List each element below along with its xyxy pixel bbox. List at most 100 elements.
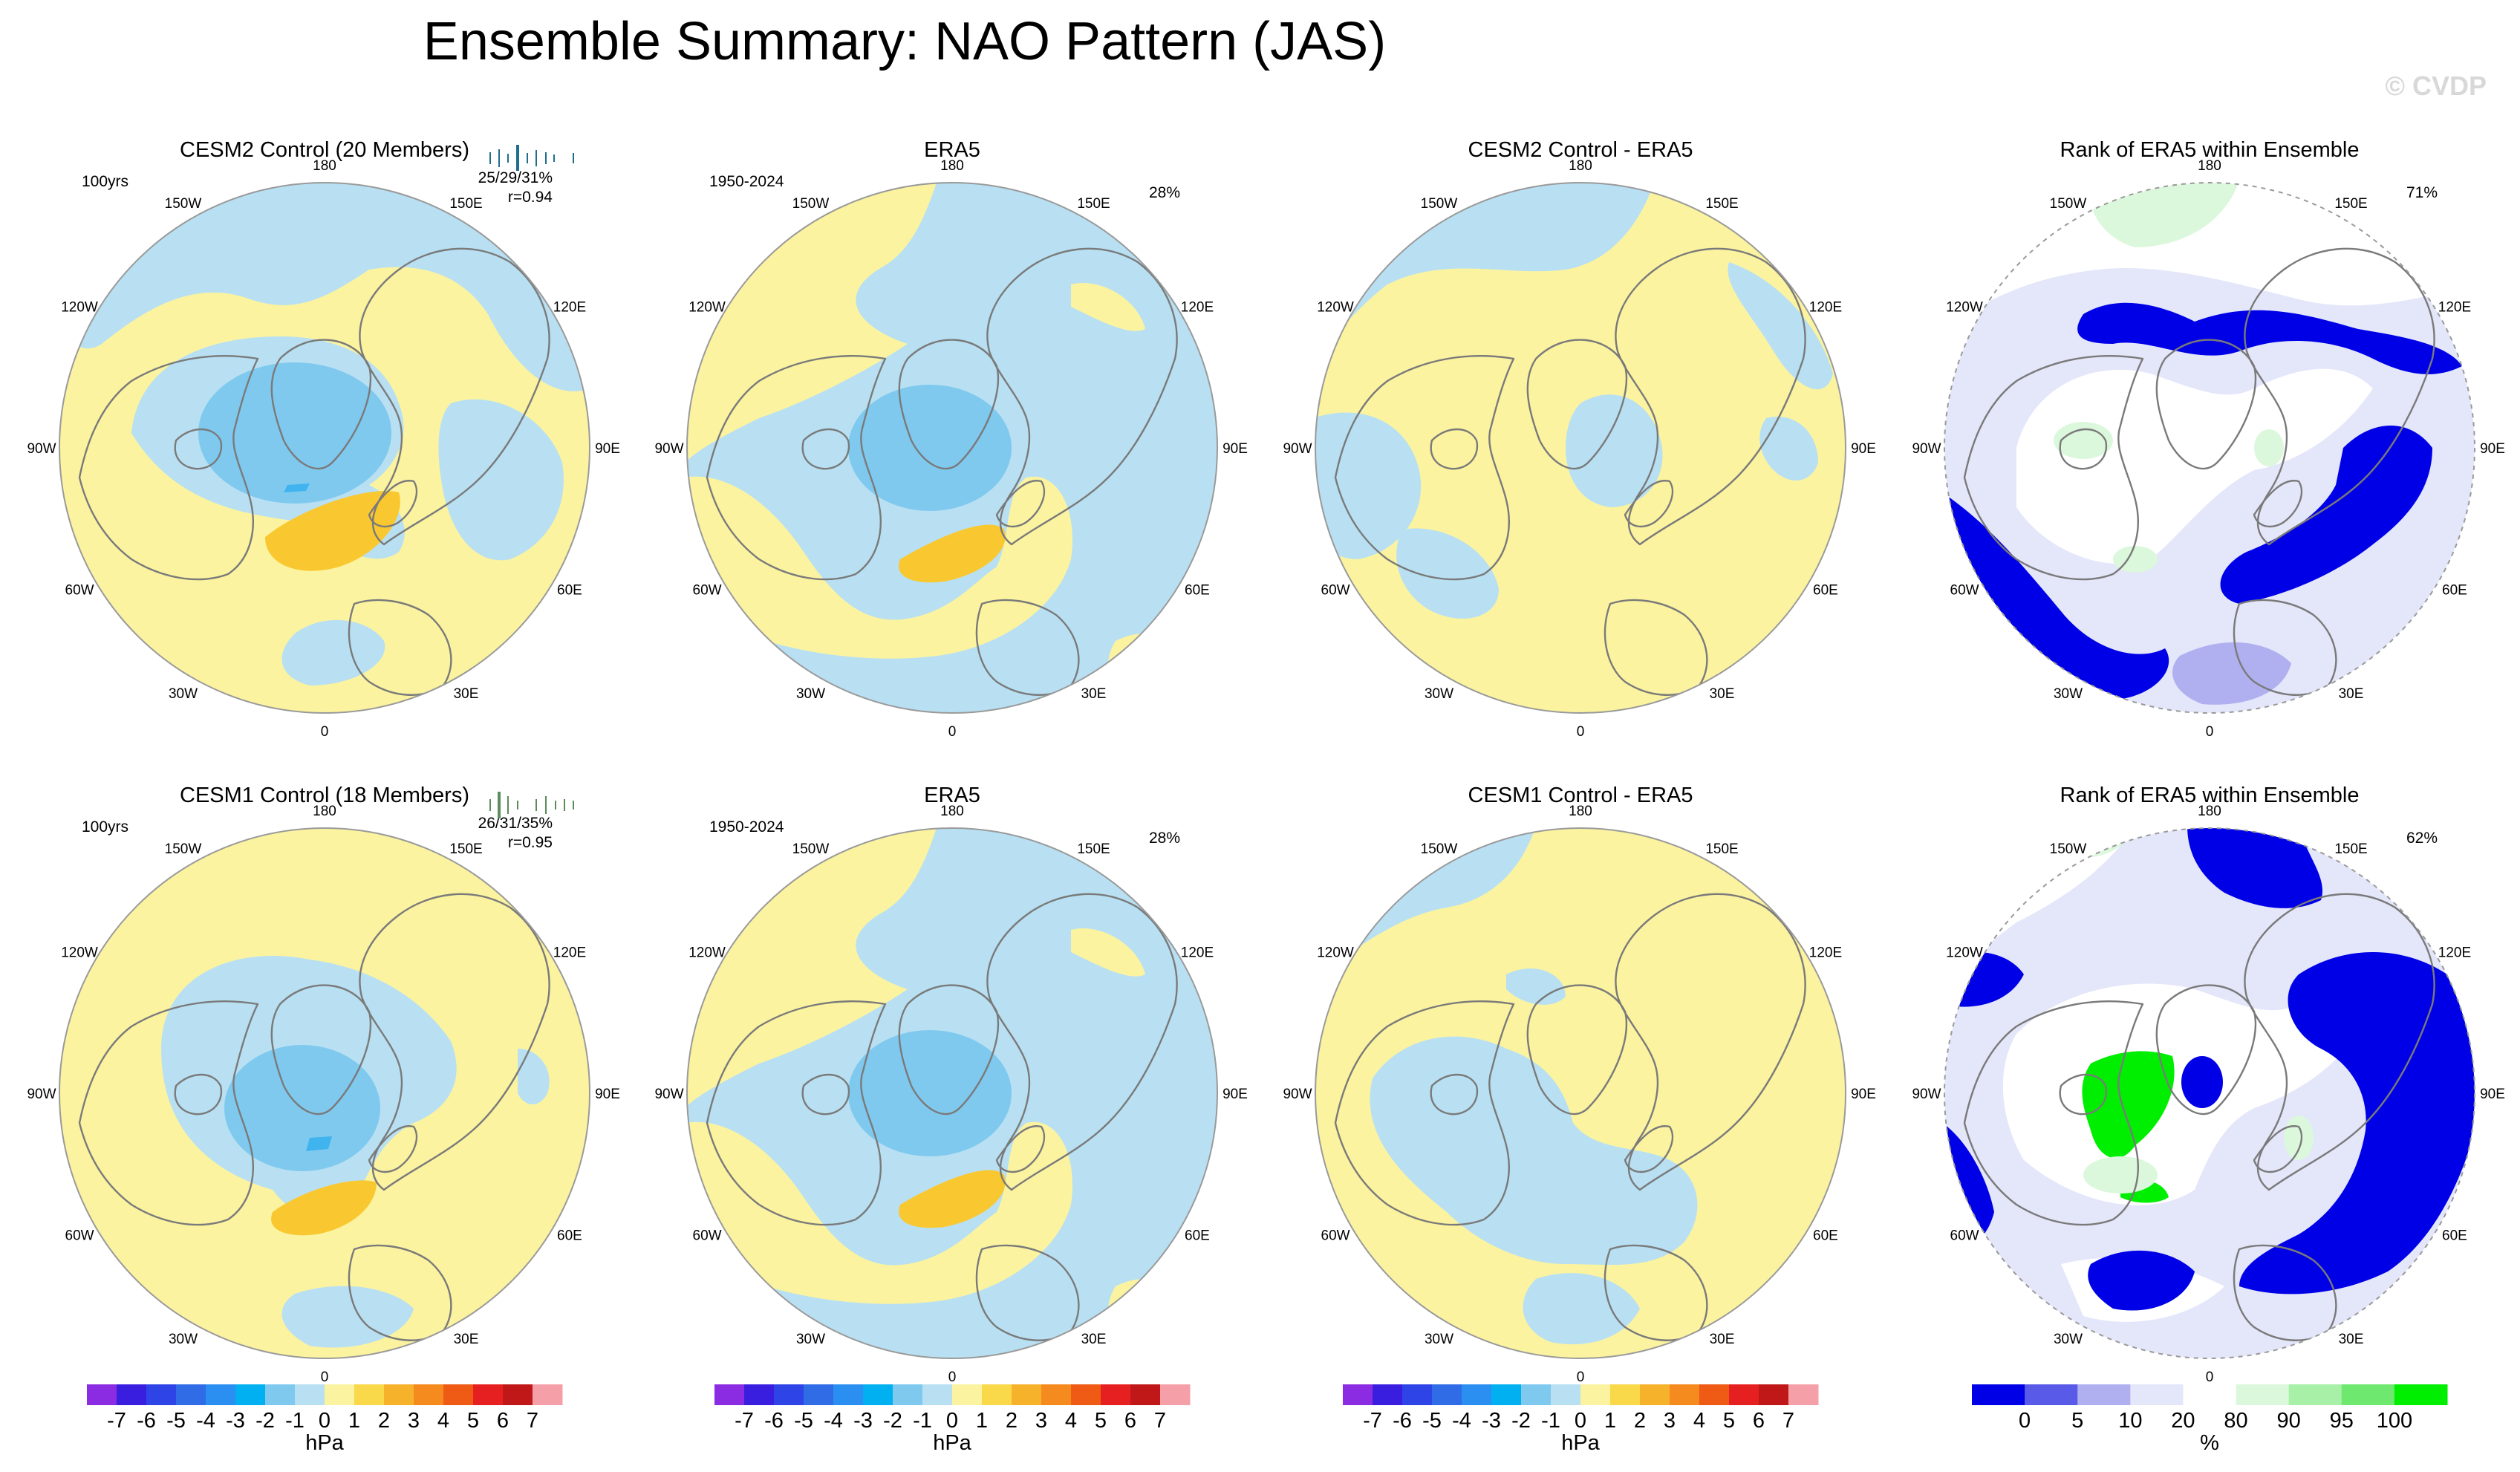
lon-label: 150E [449, 841, 482, 857]
colorbar-tick: -4 [824, 1409, 843, 1433]
panel-cesm1-control [59, 827, 590, 1359]
lon-label: 150W [165, 196, 202, 212]
period-label: 1950-2024 [709, 818, 784, 836]
negative-region-east [438, 399, 564, 561]
colorbar-tick: -7 [1363, 1409, 1382, 1433]
lon-label: 120E [1809, 300, 1842, 316]
lon-label: 120W [1317, 300, 1354, 316]
lon-label: 30E [454, 1332, 479, 1347]
high-core [265, 491, 400, 571]
colorbar-tick: 3 [408, 1409, 420, 1433]
panel-era5-bottom [686, 827, 1218, 1359]
panel-title: Rank of ERA5 within Ensemble [2060, 784, 2360, 807]
lon-label: 30W [1425, 686, 1453, 702]
colorbar-tick: 10 [2118, 1409, 2142, 1433]
colorbar-hpa: -7 -6 -5 -4 -3 -2 -1 0 1 2 3 4 5 6 7 hPa [87, 1384, 563, 1455]
colorbar-swatch [1041, 1384, 1072, 1405]
colorbar-tick: -1 [913, 1409, 932, 1433]
colorbar-swatch [1432, 1384, 1462, 1405]
lon-label: 150E [1705, 196, 1738, 212]
positive-region-east [1107, 1279, 1190, 1358]
lon-labels: 180 150E 120E 90E 60E 30E 0 30W 60W 90W 120W 150W [27, 158, 619, 740]
panel-title: ERA5 [924, 138, 980, 162]
colorbar-tick: -3 [853, 1409, 873, 1433]
low-core [848, 1030, 1012, 1156]
lon-label: 0 [948, 724, 957, 740]
lon-label: 90W [27, 1087, 56, 1102]
lon-label: 150E [2334, 841, 2367, 857]
lon-label: 120E [553, 945, 586, 961]
negative-region-south [281, 1286, 414, 1348]
colorbar-swatch [1788, 1384, 1819, 1405]
colorbar-tick: -2 [1511, 1409, 1531, 1433]
lon-label: 120W [1317, 945, 1354, 961]
colorbar-swatch [833, 1384, 864, 1405]
colorbar-tick: 3 [1035, 1409, 1047, 1433]
colorbar-tick: -5 [166, 1409, 186, 1433]
colorbar-tick: -5 [1422, 1409, 1442, 1433]
colorbar-tick: 0 [2019, 1409, 2031, 1433]
panel-cesm2-minus-era5 [1315, 182, 1846, 714]
lon-label: 0 [321, 1370, 329, 1385]
lon-label: 60E [557, 1228, 582, 1244]
lon-label: 60E [2442, 1228, 2467, 1244]
colorbar-tick: 0 [946, 1409, 958, 1433]
colorbar-swatch [2077, 1384, 2131, 1405]
rank-green-light-patch [2284, 1116, 2314, 1160]
colorbar-swatch [473, 1384, 504, 1405]
rank-mid-band [2172, 642, 2291, 705]
lon-label: 150W [2050, 841, 2087, 857]
negative-region-west [1315, 412, 1422, 559]
colorbar-tick: -6 [1393, 1409, 1412, 1433]
colorbar-tick: 0 [319, 1409, 331, 1433]
lon-label: 60W [65, 1228, 94, 1244]
panel-title: CESM2 Control (20 Members) [180, 138, 469, 162]
lon-label: 30E [454, 686, 479, 702]
colorbar-tick: 1 [348, 1409, 360, 1433]
lon-label: 90E [595, 441, 620, 457]
colorbar-swatch [1160, 1384, 1191, 1405]
colorbar-tick: 20 [2171, 1409, 2195, 1433]
colorbar-swatch [1551, 1384, 1581, 1405]
lon-label: 120W [1946, 300, 1983, 316]
colorbar-tick: -4 [1452, 1409, 1471, 1433]
colorbar-hpa: -7 -6 -5 -4 -3 -2 -1 0 1 2 3 4 5 6 7 hPa [714, 1384, 1191, 1455]
colorbar-swatch [2025, 1384, 2078, 1405]
colorbar-swatch [2288, 1384, 2342, 1405]
colorbar-tick: 2 [378, 1409, 390, 1433]
lon-label: 90W [1912, 1087, 1941, 1102]
rank-blue-band-east [2239, 952, 2475, 1294]
rank-blue-band-sw [2088, 1250, 2195, 1311]
colorbar-tick: 5 [467, 1409, 479, 1433]
colorbar-tick: 6 [1124, 1409, 1136, 1433]
colorbar-tick: -3 [226, 1409, 245, 1433]
lon-label: 120E [553, 300, 586, 316]
colorbar-swatch [354, 1384, 385, 1405]
lon-label: 60W [693, 583, 722, 599]
colorbar-unit: % [2200, 1431, 2219, 1455]
colorbar-swatch [1521, 1384, 1552, 1405]
spread-marks-bottom [489, 792, 574, 818]
lon-label: 180 [313, 804, 336, 819]
lon-label: 150W [2050, 196, 2087, 212]
colorbar-swatch [922, 1384, 953, 1405]
rank-green-patch [2082, 1051, 2175, 1159]
colorbar-swatch [176, 1384, 206, 1405]
lon-label: 30W [1425, 1332, 1453, 1347]
colorbar-swatch [1071, 1384, 1101, 1405]
lon-label: 90W [27, 441, 56, 457]
lon-label: 90E [1222, 1087, 1248, 1102]
colorbar-swatch [1130, 1384, 1161, 1405]
colorbar-tick: 4 [437, 1409, 449, 1433]
colorbar-tick: 5 [1095, 1409, 1107, 1433]
positive-region-east [1107, 634, 1190, 713]
colorbar-tick: 4 [1693, 1409, 1705, 1433]
positive-region-south [687, 476, 1072, 659]
colorbar-tick: 7 [1154, 1409, 1166, 1433]
negative-region-se [1523, 1273, 1640, 1344]
lon-label: 0 [1577, 1370, 1585, 1385]
lon-label: 180 [1569, 158, 1592, 174]
lon-label: 60E [557, 583, 582, 599]
rank-green-light-patch [2083, 1156, 2158, 1193]
